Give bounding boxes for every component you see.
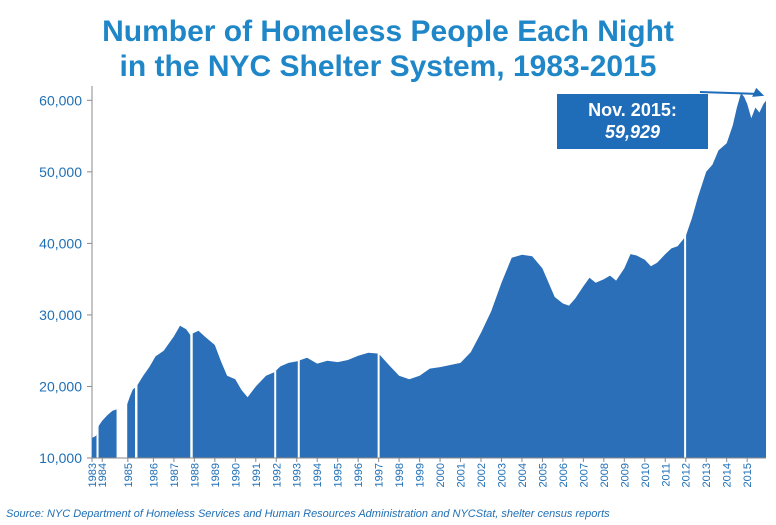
y-tick-label: 50,000 [39,164,82,180]
x-tick-label: 2013 [701,463,713,487]
x-tick-label: 2000 [435,463,447,487]
x-tick-label: 1987 [169,463,181,487]
x-tick-label: 2011 [660,463,672,487]
x-tick-label: 2005 [537,463,549,487]
data-gap-3 [190,81,193,458]
x-tick-label: 1994 [312,463,324,487]
data-gap-5 [297,81,300,458]
callout-box: Nov. 2015: 59,929 [557,94,708,149]
x-tick-label: 1993 [292,463,304,487]
callout-value: 59,929 [604,122,661,142]
area-layer [92,93,766,458]
x-tick-label: 2007 [578,463,590,487]
chart-title-line-1: Number of Homeless People Each Night [102,15,674,48]
x-tick-label: 2004 [517,463,529,487]
x-tick-label: 1988 [189,463,201,487]
arrow-layer [699,87,765,97]
x-tick-label: 1992 [271,463,283,487]
x-tick-label: 2009 [619,463,631,487]
x-tick-label: 1985 [123,463,135,487]
y-tick-label: 20,000 [39,378,82,394]
gap-layer [96,81,687,458]
x-tick-label: 2014 [722,463,734,487]
x-tick-label: 2003 [496,463,508,487]
y-axis: 10,000 20,000 30,000 40,000 50,000 60,000 [39,86,93,466]
source-note: Source: NYC Department of Homeless Servi… [6,508,610,520]
x-tick-label: 2012 [681,463,693,487]
chart-title: Number of Homeless People Each Night in … [0,14,776,84]
y-tick-label: 40,000 [39,235,82,251]
y-tick-label: 10,000 [39,450,82,466]
x-tick-label: 1984 [97,463,109,487]
callout-arrowhead-icon [752,87,765,97]
x-tick-label: 1998 [394,463,406,487]
x-tick-label: 1997 [374,463,386,487]
x-tick-label: 1995 [333,463,345,487]
x-tick-label: 2006 [558,463,570,487]
callout-arrow-line [699,91,757,95]
x-tick-label: 1989 [210,463,222,487]
data-gap-4 [274,81,277,458]
x-tick-label: 2008 [599,463,611,487]
data-gap-7 [684,81,687,458]
area-series-shelter-population [92,93,766,458]
x-tick-label: 1991 [251,463,263,487]
x-tick-label: 2001 [456,463,468,487]
x-tick-label: 1999 [415,463,427,487]
data-gap-6 [377,81,380,458]
y-tick-label: 30,000 [39,307,82,323]
data-gap-1 [116,81,128,458]
data-gap-2 [134,81,138,458]
x-tick-label: 2010 [640,463,652,487]
x-tick-label: 1996 [353,463,365,487]
x-tick-label: 1990 [230,463,242,487]
chart-title-line-2: in the NYC Shelter System, 1983-2015 [119,50,657,83]
x-tick-label: 2002 [476,463,488,487]
x-tick-label: 1986 [148,463,160,487]
x-tick-label: 1983 [87,463,99,487]
y-tick-label: 60,000 [39,92,82,108]
callout-date: Nov. 2015: [588,100,677,120]
data-gap-0 [96,81,99,458]
x-tick-label: 2015 [742,463,754,487]
